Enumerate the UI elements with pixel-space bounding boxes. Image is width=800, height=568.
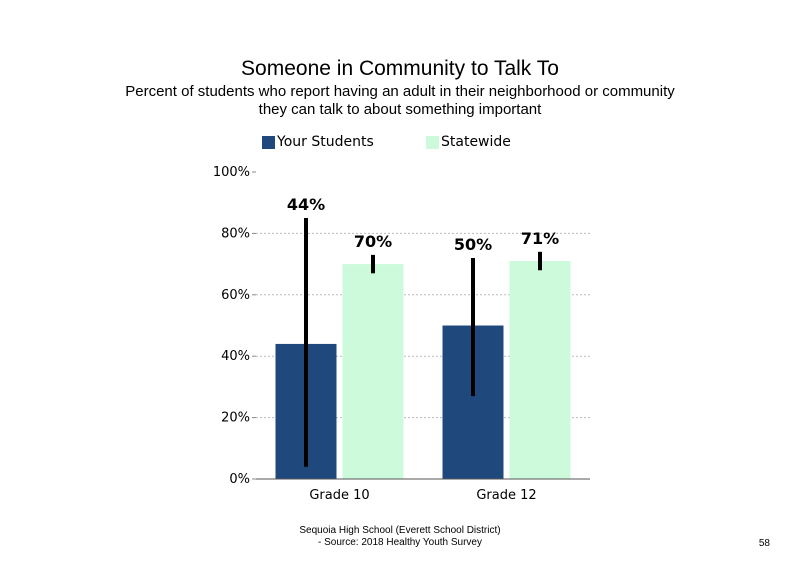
bar — [342, 264, 404, 479]
legend-item-your-students: Your Students — [262, 134, 374, 150]
data-label: 50% — [454, 235, 492, 254]
y-tick-label: 60% — [221, 288, 250, 303]
data-label: 70% — [354, 232, 392, 251]
chart-subtitle: Percent of students who report having an… — [0, 83, 800, 119]
footer-school: Sequoia High School (Everett School Dist… — [299, 525, 501, 536]
legend-swatch-statewide — [426, 135, 439, 149]
legend-label-statewide: Statewide — [441, 134, 511, 150]
data-label: 44% — [287, 195, 325, 214]
subtitle-line-2: they can talk to about something importa… — [258, 101, 542, 118]
y-tick-label: 40% — [221, 349, 250, 364]
y-tick-label: 20% — [221, 411, 250, 426]
footer: Sequoia High School (Everett School Dist… — [220, 525, 580, 549]
subtitle-line-1: Percent of students who report having an… — [125, 83, 675, 100]
footer-source: - Source: 2018 Healthy Youth Survey — [318, 537, 482, 548]
bar — [509, 261, 571, 479]
data-label: 71% — [521, 229, 559, 248]
y-tick-label: 80% — [221, 226, 250, 241]
legend-label-your-students: Your Students — [277, 134, 374, 150]
x-tick-label: Grade 10 — [309, 488, 369, 503]
y-tick-label: 0% — [229, 472, 250, 487]
page-number: 58 — [758, 538, 770, 549]
y-tick-label: 100% — [213, 165, 250, 180]
legend-item-statewide: Statewide — [426, 134, 511, 150]
x-tick-label: Grade 12 — [476, 488, 536, 503]
chart-title: Someone in Community to Talk To — [241, 57, 559, 80]
legend-swatch-your-students — [262, 135, 275, 149]
